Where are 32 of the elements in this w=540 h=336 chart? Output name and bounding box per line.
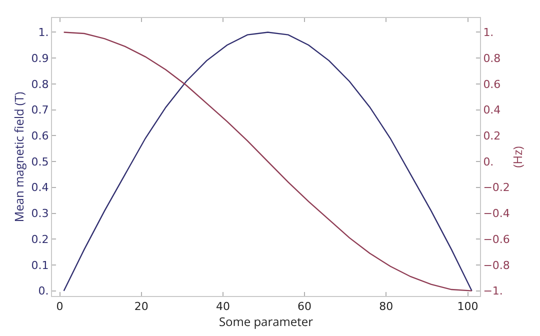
y2-axis-title: (Hz) xyxy=(508,146,526,168)
y-tick-label: 0.3 xyxy=(31,207,49,220)
y2-tick-label: −0.2 xyxy=(483,181,510,194)
y-tick-label: 0.5 xyxy=(31,155,49,168)
y-tick-label: 0.9 xyxy=(31,52,49,65)
y2-tick-label: 1. xyxy=(483,26,494,40)
y2-tick-label: 0.8 xyxy=(483,52,501,65)
y2-tick-label: 0.6 xyxy=(483,78,501,91)
x-tick-label: 0 xyxy=(56,300,64,314)
y2-tick-label: −0.8 xyxy=(483,258,510,272)
y2-tick-label: −0.6 xyxy=(483,232,510,246)
y2-tick-label: 0.4 xyxy=(483,104,501,117)
y-tick-label: 1. xyxy=(38,26,49,40)
x-tick-label: 20 xyxy=(134,300,148,314)
x-axis-title: Some parameter xyxy=(218,313,314,330)
y-tick-label: 0. xyxy=(38,284,49,298)
y2-tick-label: −0.4 xyxy=(483,207,510,220)
y2-tick-label: 0.2 xyxy=(483,130,501,143)
y2-tick-label: −1. xyxy=(483,284,503,298)
y-tick-label: 0.4 xyxy=(31,181,49,194)
x-tick-label: 60 xyxy=(298,300,312,314)
y-tick-label: 0.1 xyxy=(31,258,49,272)
y-tick-label: 0.8 xyxy=(31,78,49,91)
y-tick-label: 0.7 xyxy=(31,104,49,117)
x-tick-label: 40 xyxy=(216,300,230,314)
x-tick-label: 100 xyxy=(457,300,478,314)
line-series xyxy=(63,32,472,292)
y-tick-label: 0.6 xyxy=(31,130,49,143)
x-tick-label: 80 xyxy=(379,300,394,314)
y2-tick-label: 0. xyxy=(483,155,494,168)
y-axis-title: Mean magnetic field (T) xyxy=(10,91,28,222)
y-tick-label: 0.2 xyxy=(31,232,49,246)
